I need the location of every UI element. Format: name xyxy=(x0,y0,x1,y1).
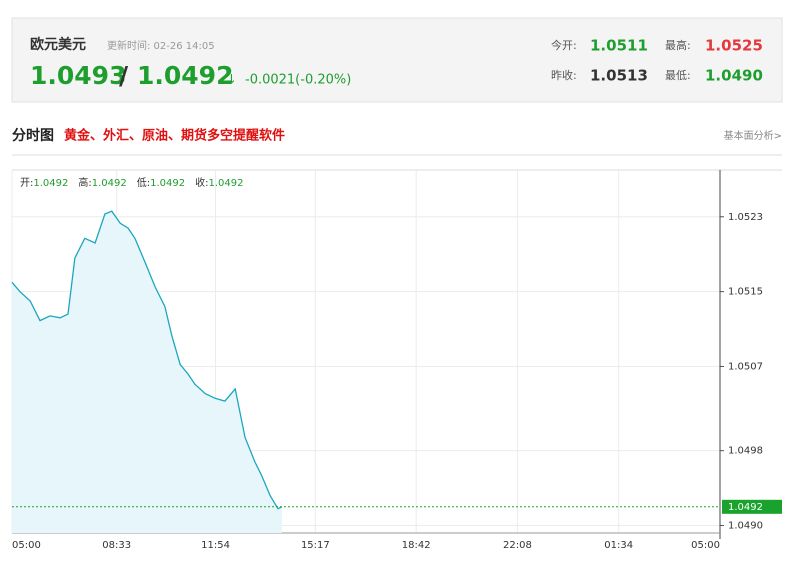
quote-panel xyxy=(11,17,783,103)
y-tick-label: 1.0515 xyxy=(728,287,763,298)
stat-label: 昨收: xyxy=(551,68,577,82)
separator: / xyxy=(119,61,129,90)
y-tick-label: 1.0498 xyxy=(728,446,763,457)
price-line xyxy=(11,210,283,510)
bid-price: 1.0493 xyxy=(30,61,126,90)
stat-label: 最高: xyxy=(665,38,691,52)
info-label: 高: xyxy=(78,176,91,189)
y-tick-label: 1.0523 xyxy=(728,212,763,223)
current-price-label: 1.0492 xyxy=(728,502,763,513)
x-tick-label: 01:34 xyxy=(604,540,633,551)
down-arrow: ↓ xyxy=(226,73,237,88)
y-tick-label: 1.0507 xyxy=(728,361,763,372)
analysis-link[interactable]: 基本面分析> xyxy=(724,129,782,142)
current-price-box xyxy=(722,499,782,514)
info-value: 1.0492 xyxy=(150,178,185,189)
stat-value: 1.0525 xyxy=(705,37,763,55)
stat-value: 1.0511 xyxy=(590,37,648,55)
stat-value: 1.0490 xyxy=(705,67,763,85)
stat-label: 最低: xyxy=(665,69,691,82)
info-label: 低: xyxy=(137,176,150,189)
x-tick-label: 08:33 xyxy=(102,540,131,551)
update-time: 更新时间: 02-26 14:05 xyxy=(107,39,215,52)
info-label: 开: xyxy=(20,178,33,189)
info-value: 1.0492 xyxy=(33,178,68,189)
stat-value: 1.0513 xyxy=(590,67,648,85)
x-tick-label: 05:00 xyxy=(691,540,720,551)
x-tick-label: 18:42 xyxy=(402,540,431,551)
info-label: 收: xyxy=(195,176,208,189)
change: -0.0021(-0.20%) xyxy=(245,73,351,88)
section-title: 分时图 xyxy=(12,127,54,144)
pair-name: 欧元美元 xyxy=(30,36,86,53)
info-value: 1.0492 xyxy=(209,178,244,189)
y-tick-label: 1.0490 xyxy=(728,521,763,532)
x-tick-label: 22:08 xyxy=(503,540,532,551)
x-tick-label: 05:00 xyxy=(12,540,41,551)
info-value: 1.0492 xyxy=(92,178,127,189)
price-area xyxy=(12,211,282,533)
chart: 1.0523 1.0515 1.0507 1.0498 1.0490 05:00 08:33… xyxy=(11,169,782,551)
stat-label: 今开: xyxy=(551,38,577,52)
promo-link[interactable]: 黄金、外汇、原油、期货多空提醒软件 xyxy=(64,128,285,144)
x-tick-label: 15:17 xyxy=(301,540,330,551)
x-tick-label: 11:54 xyxy=(201,540,230,551)
ask-price: 1.0492 xyxy=(137,61,233,90)
